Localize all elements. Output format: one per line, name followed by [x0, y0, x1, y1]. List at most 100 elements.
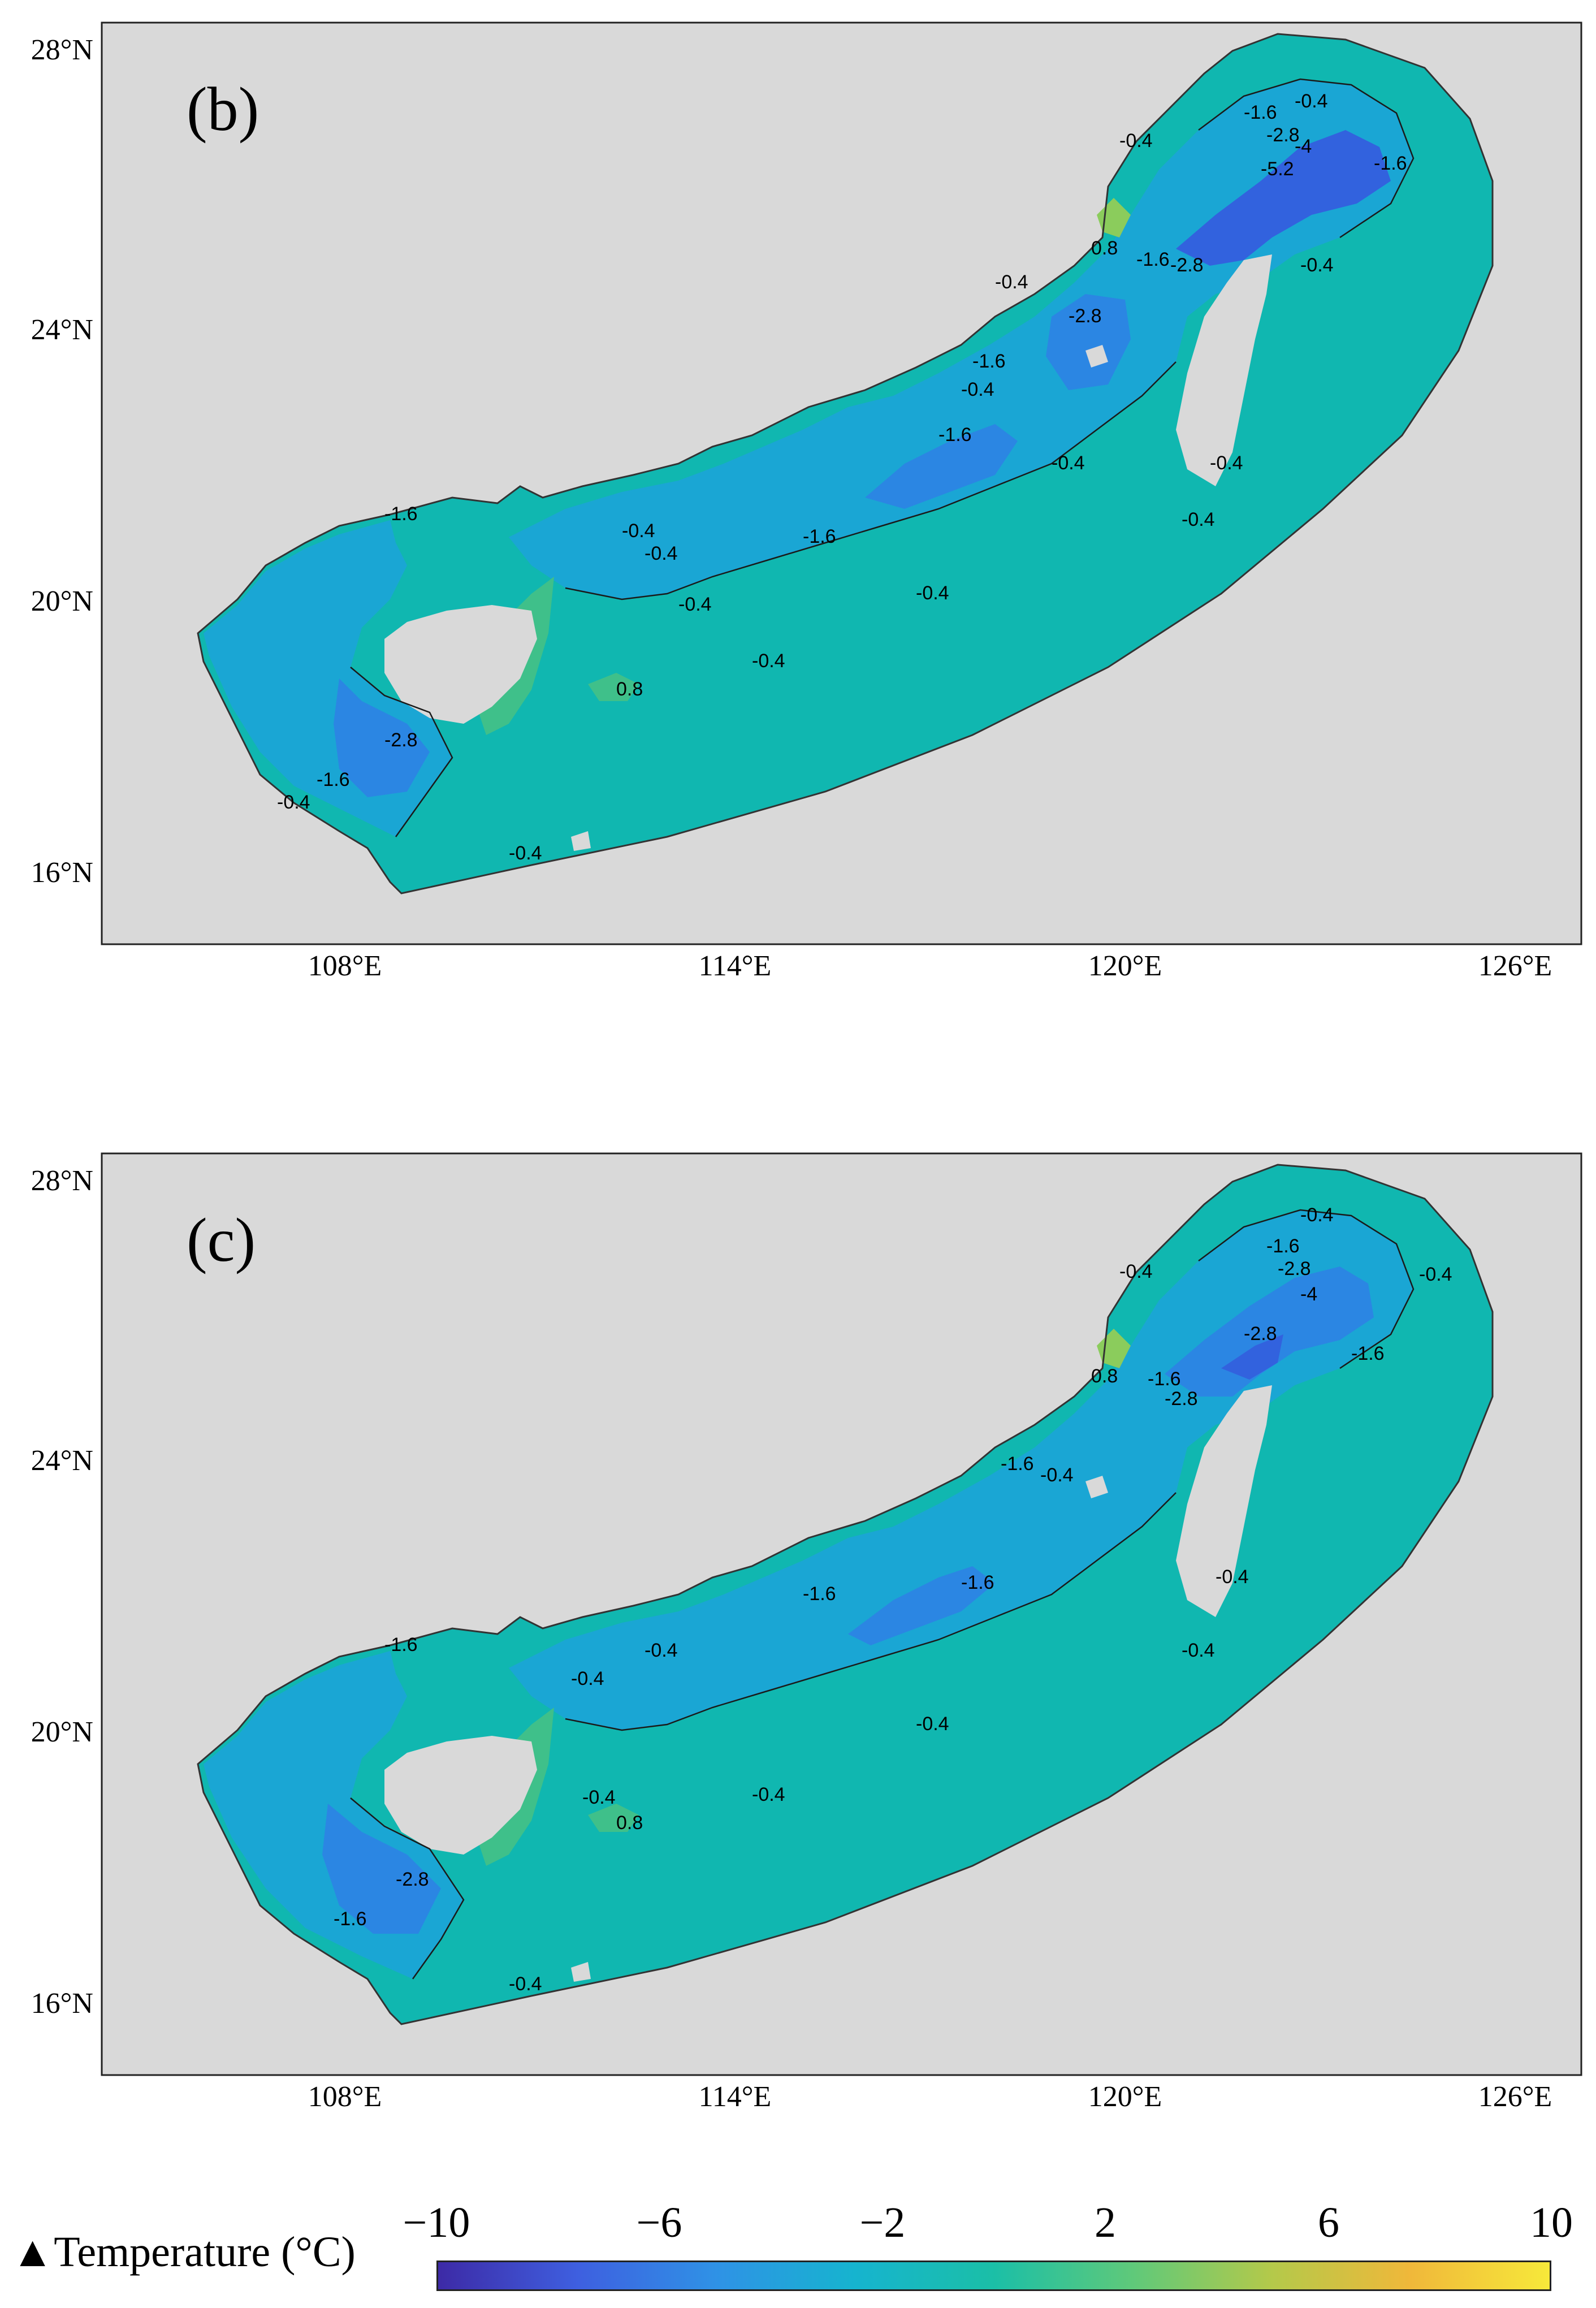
sea-region-warm-2	[588, 1804, 639, 1832]
y-tick-label: 24°N	[31, 1445, 93, 1477]
contour-label: -0.4	[1119, 1261, 1153, 1282]
contour-label: -2.8	[1069, 305, 1102, 327]
contour-label: -2.8	[1244, 1323, 1277, 1345]
contour-label: -2.8	[396, 1869, 429, 1890]
colorbar-gradient	[436, 2261, 1551, 2291]
y-tick-label: 16°N	[31, 857, 93, 889]
contour-label: -0.4	[1419, 1264, 1452, 1285]
contour-label: -4	[1295, 136, 1312, 157]
map-panel-b: (b) 108°E 114°E 120°E 126°E 28°N 24°N 20…	[0, 0, 1596, 995]
colorbar-title: ▲Temperature (°C)	[11, 2228, 356, 2276]
y-tick-label: 28°N	[31, 34, 93, 66]
contour-label: -0.4	[1295, 90, 1328, 112]
contour-line-3	[1198, 1209, 1415, 1369]
contour-label: -1.6	[1148, 1368, 1181, 1390]
x-tick-label: 126°E	[1478, 2081, 1552, 2113]
contour-line-3	[1198, 78, 1415, 239]
x-tick-label: 114°E	[699, 2081, 772, 2113]
contour-label: -1.6	[384, 1634, 418, 1656]
contour-label: -0.4	[916, 1713, 949, 1735]
y-axis-ticks: 28°N 24°N 20°N 16°N	[31, 34, 93, 889]
contour-label: -0.4	[1040, 1464, 1074, 1486]
sea-region-cooler-2	[509, 1210, 1413, 1730]
contour-label: -0.4	[1300, 254, 1334, 276]
contour-label: -1.6	[961, 1572, 994, 1593]
contour-label: -0.4	[571, 1668, 604, 1689]
sea-region-cold-3	[1046, 294, 1131, 390]
contour-label: -0.4	[995, 271, 1028, 293]
contour-label: -1.6	[1351, 1343, 1385, 1364]
colorbar-tick-label: −6	[636, 2199, 682, 2246]
map-panel-c: (c) 108°E 114°E 120°E 126°E 28°N 24°N 20…	[0, 1131, 1596, 2126]
contour-label: -0.4	[1182, 1640, 1215, 1661]
contour-label: -0.4	[277, 792, 310, 813]
small-island-south	[571, 831, 591, 851]
x-axis-ticks: 108°E 114°E 120°E 126°E	[308, 2081, 1552, 2113]
contour-label: 0.8	[616, 1812, 643, 1834]
contour-label: -1.6	[384, 503, 418, 525]
map-frame	[101, 1152, 1582, 2076]
colorbar-tick-label: 6	[1318, 2199, 1339, 2246]
contour-label: -0.4	[645, 1640, 678, 1661]
small-island-penghu	[1085, 345, 1108, 368]
y-tick-label: 24°N	[31, 314, 93, 346]
colorbar-tick-label: 10	[1530, 2199, 1573, 2246]
contour-label: -1.6	[1374, 153, 1407, 174]
contour-label: -0.4	[1216, 1566, 1249, 1588]
contour-label: -0.4	[1182, 509, 1215, 530]
sea-region-coldest	[1221, 1334, 1283, 1380]
sea-region-cold-2	[865, 424, 1018, 509]
x-tick-label: 120°E	[1088, 950, 1162, 982]
map-frame	[101, 21, 1582, 945]
contour-label: -0.4	[1052, 452, 1085, 474]
small-island-south	[571, 1962, 591, 1982]
contour-label: -0.4	[622, 520, 655, 542]
map-b-svg: (b) 108°E 114°E 120°E 126°E 28°N 24°N 20…	[31, 21, 1582, 982]
colorbar-tick-label: −10	[403, 2199, 470, 2246]
contour-label: 0.8	[1091, 1365, 1118, 1387]
contour-label: -0.4	[961, 379, 994, 400]
contour-label: -2.8	[1170, 254, 1204, 276]
taiwan-island	[1176, 1385, 1272, 1617]
panel-label: (b)	[187, 75, 259, 144]
contour-label: -0.4	[1300, 1204, 1334, 1226]
contour-labels: -0.4 -1.6 -2.8 -4 -0.4 0.8 -1.6 -2.8 -1.…	[334, 1204, 1452, 1995]
x-axis-ticks: 108°E 114°E 120°E 126°E	[308, 950, 1552, 982]
x-tick-label: 108°E	[308, 950, 382, 982]
contour-line-2	[350, 667, 453, 837]
hainan-island	[384, 1736, 537, 1855]
contour-line	[565, 1492, 1177, 1731]
contour-label: 0.8	[1091, 237, 1118, 259]
contour-label: -2.8	[1165, 1388, 1198, 1410]
sea-region-cold	[322, 1804, 441, 1934]
x-tick-label: 126°E	[1478, 950, 1552, 982]
contour-label: -0.4	[752, 1784, 785, 1805]
contour-label: -0.4	[916, 582, 949, 604]
contour-label: -0.4	[509, 842, 542, 864]
y-axis-ticks: 28°N 24°N 20°N 16°N	[31, 1165, 93, 2020]
contour-label: -2.8	[1278, 1258, 1311, 1280]
contour-label: -2.8	[384, 729, 418, 751]
contour-label: -1.6	[803, 526, 836, 547]
hainan-island	[384, 605, 537, 724]
colorbar-tick-label: 2	[1095, 2199, 1116, 2246]
contour-line-2	[350, 1797, 465, 1979]
contour-label: -0.4	[752, 650, 785, 672]
y-tick-label: 16°N	[31, 1987, 93, 2020]
sea-region-cold-2	[848, 1566, 995, 1645]
x-tick-label: 120°E	[1088, 2081, 1162, 2113]
y-tick-label: 20°N	[31, 585, 93, 617]
colorbar-tick-label: −2	[859, 2199, 906, 2246]
contour-line	[565, 361, 1177, 600]
contour-label: -1.6	[317, 769, 350, 790]
contour-label: -1.6	[1266, 1235, 1300, 1257]
sea-region-cooler-2	[509, 79, 1413, 599]
contour-label: -4	[1300, 1283, 1317, 1305]
sea-region-cold	[334, 678, 430, 797]
sea-region-coldest	[1176, 130, 1391, 266]
contour-label: -2.8	[1266, 124, 1300, 146]
contour-label: -1.6	[1244, 102, 1277, 123]
contour-label: -1.6	[334, 1908, 367, 1930]
contour-label: -0.4	[1210, 452, 1243, 474]
contour-label: -1.6	[1001, 1453, 1034, 1475]
